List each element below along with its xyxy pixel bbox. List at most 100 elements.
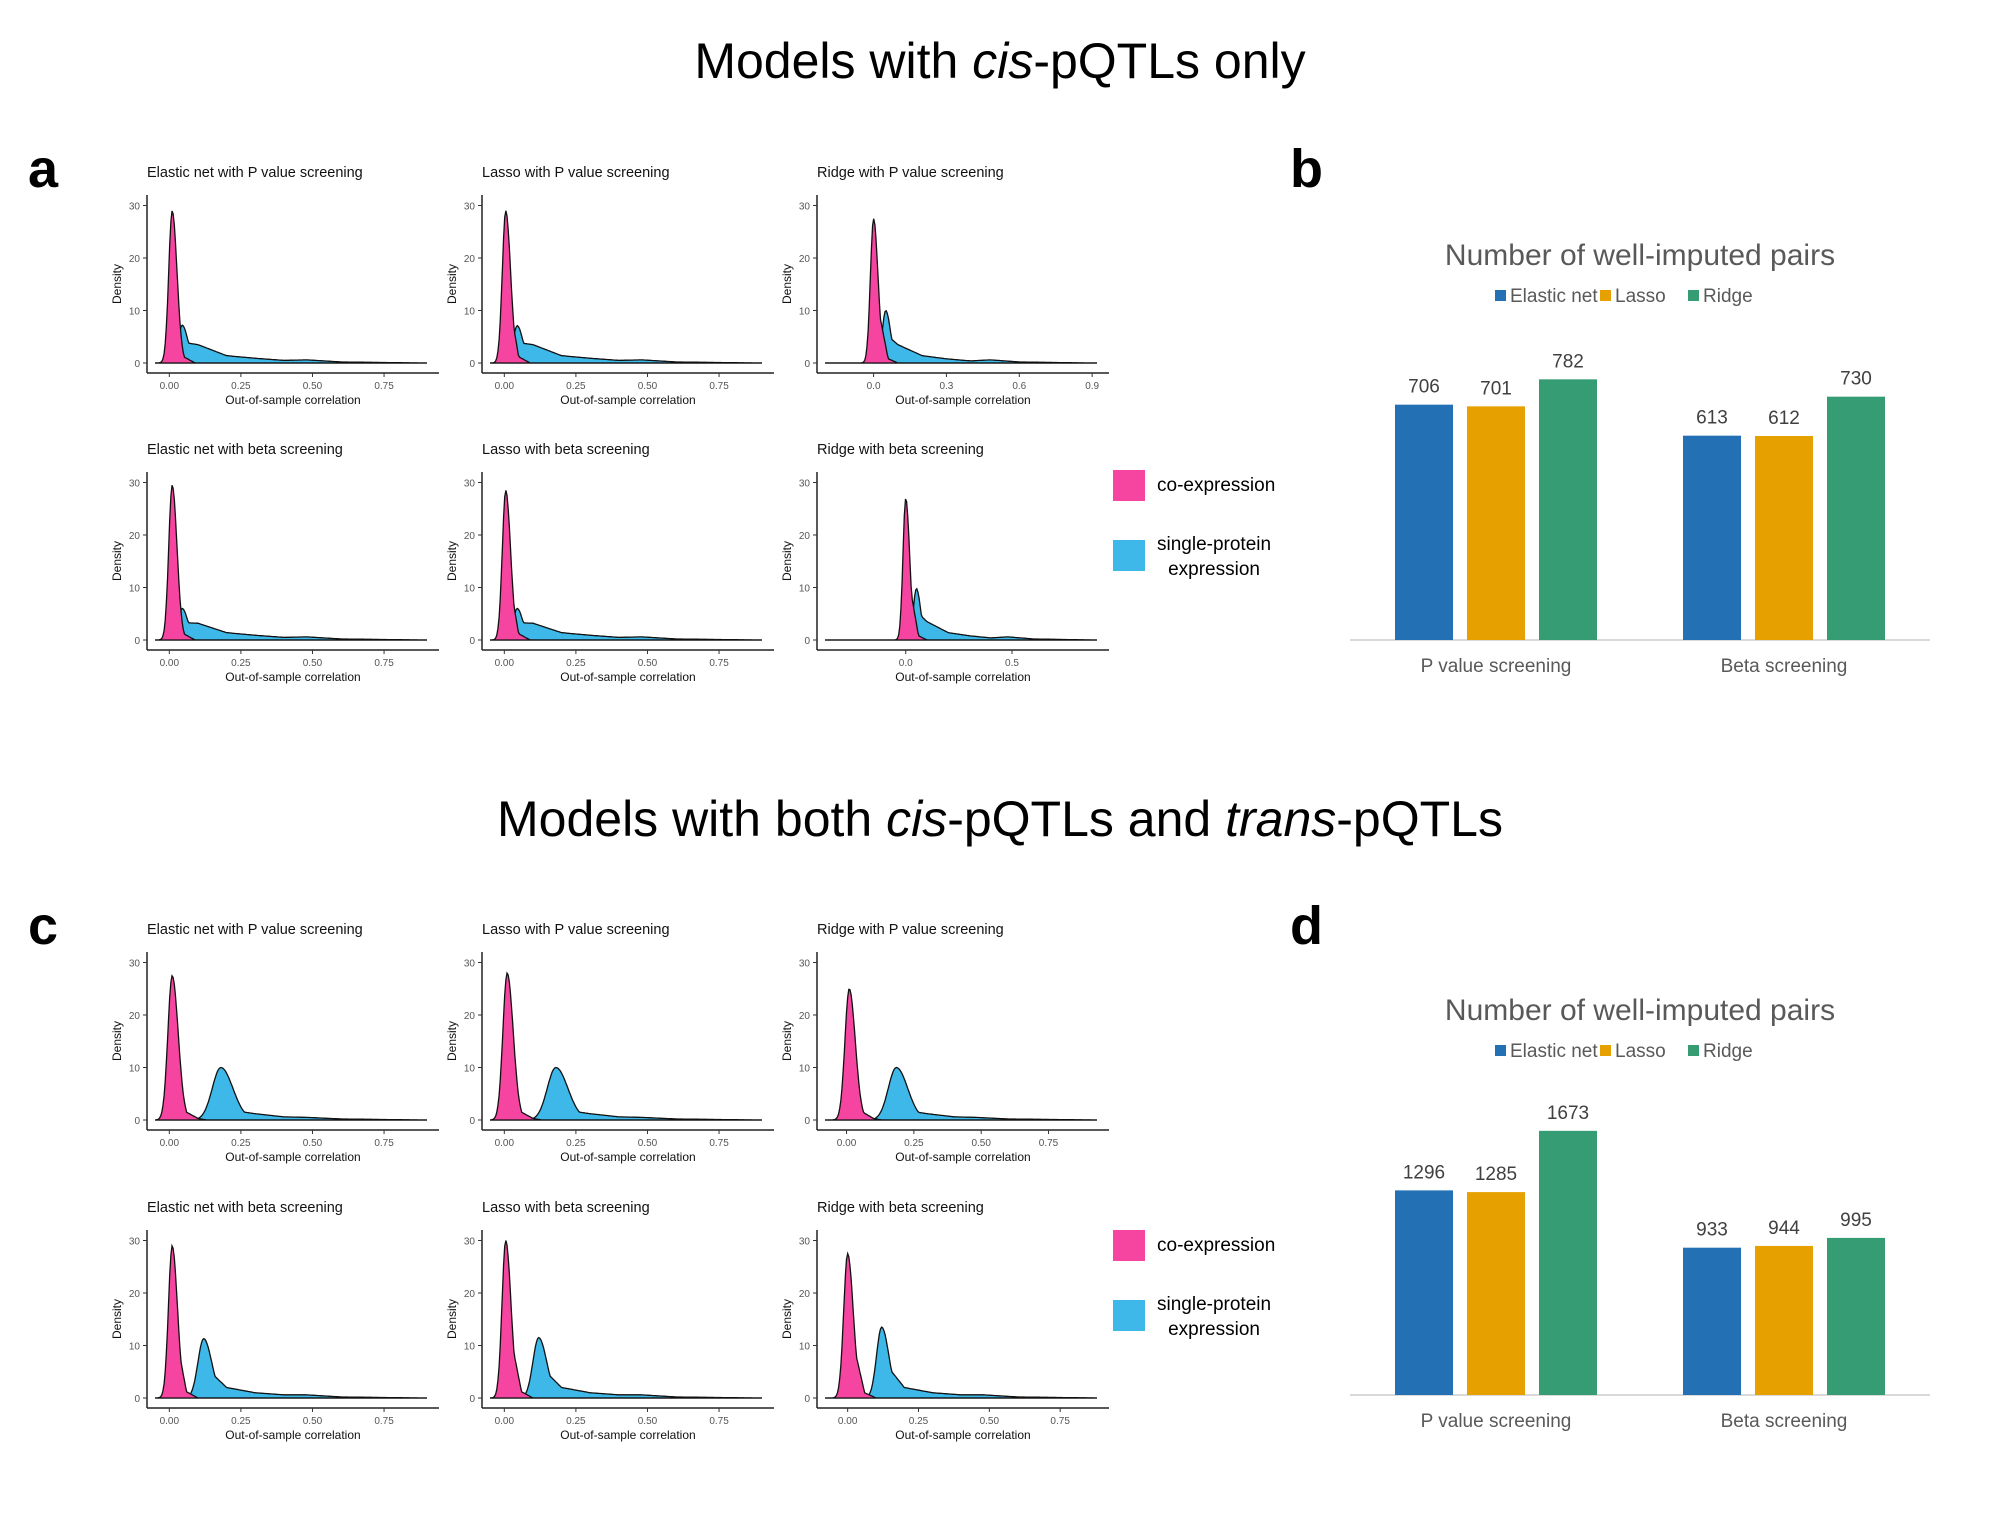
legend-swatch-lasso <box>1600 1045 1611 1056</box>
bar-value-label: 944 <box>1768 1218 1800 1239</box>
legend-label: single-protein expression <box>1157 534 1272 580</box>
y-axis-label: Density <box>445 1021 459 1061</box>
y-axis-label: Density <box>780 1021 794 1061</box>
density-plot-title: Lasso with P value screening <box>482 922 670 938</box>
density-legend-a: co-expression single-protein expression <box>1113 470 1343 590</box>
bar-chart-title: Number of well-imputed pairs <box>1445 994 1835 1027</box>
panel-letter-a: a <box>28 139 59 199</box>
bar-value-label: 730 <box>1840 369 1872 390</box>
x-axis-label: Out-of-sample correlation <box>895 393 1030 407</box>
x-tick-label: 0.75 <box>709 1138 729 1149</box>
x-tick-label: 0.9 <box>1085 381 1099 392</box>
x-tick-label: 0.75 <box>709 381 729 392</box>
legend-label: Ridge <box>1703 286 1753 307</box>
legend-item-coexpression: co-expression <box>1113 1230 1275 1261</box>
density-plot-title: Lasso with beta screening <box>482 1200 650 1216</box>
legend-label: Lasso <box>1615 286 1666 307</box>
bar-chart-d: Number of well-imputed pairs Elastic net L… <box>1350 975 1950 1535</box>
density-plot: Ridge with P value screening 0 10 20 30 0.00 0… <box>777 912 1117 1177</box>
x-tick-label: 0.75 <box>374 1416 394 1427</box>
x-tick-label: 0.3 <box>939 381 953 392</box>
y-tick-label: 20 <box>799 254 811 265</box>
x-tick-label: 0.25 <box>566 1416 586 1427</box>
single-protein-density-area <box>490 324 762 364</box>
single-protein-density-area <box>155 1066 427 1121</box>
coexpression-density-area <box>825 988 1097 1121</box>
y-tick-label: 0 <box>134 1116 140 1127</box>
x-tick-label: 0.50 <box>980 1416 1000 1427</box>
coexpression-swatch <box>1113 470 1145 501</box>
y-tick-label: 30 <box>464 1237 476 1248</box>
x-tick-label: 0.50 <box>638 658 658 669</box>
title-part: trans <box>1225 791 1337 847</box>
density-plot-title: Elastic net with P value screening <box>147 165 363 181</box>
y-tick-label: 0 <box>469 359 475 370</box>
category-label: P value screening <box>1421 1411 1572 1432</box>
legend-item-single-protein: single-protein expression <box>1113 532 1271 582</box>
density-plot-title: Elastic net with beta screening <box>147 442 343 458</box>
x-tick-label: 0.00 <box>160 381 180 392</box>
density-plot-title: Lasso with beta screening <box>482 442 650 458</box>
single-protein-density-area <box>825 1066 1097 1121</box>
density-plot: Lasso with beta screening 0 10 20 30 0.00 0.25… <box>442 432 782 697</box>
y-tick-label: 0 <box>469 1394 475 1405</box>
coexpression-density-area <box>155 485 427 641</box>
single-protein-density-area <box>490 607 762 641</box>
density-plot-title: Lasso with P value screening <box>482 165 670 181</box>
y-axis-label: Density <box>110 1299 124 1339</box>
single-protein-density-area <box>490 1066 762 1121</box>
bar-ridge <box>1827 396 1885 640</box>
bar-value-label: 782 <box>1552 351 1584 372</box>
y-tick-label: 10 <box>129 584 141 595</box>
y-tick-label: 0 <box>134 636 140 647</box>
panel-letter-b: b <box>1290 139 1323 199</box>
legend-label: co-expression <box>1157 475 1276 496</box>
x-axis-label: Out-of-sample correlation <box>895 1150 1030 1164</box>
coexpression-density-area <box>825 498 1097 641</box>
density-plot-title: Ridge with beta screening <box>817 442 984 458</box>
x-tick-label: 0.50 <box>638 1138 658 1149</box>
x-tick-label: 0.50 <box>303 1138 323 1149</box>
legend-label: Elastic net <box>1510 1041 1598 1062</box>
x-tick-label: 0.50 <box>303 1416 323 1427</box>
single-protein-density-area <box>825 1326 1097 1399</box>
y-tick-label: 10 <box>129 1342 141 1353</box>
x-tick-label: 0.6 <box>1012 381 1026 392</box>
x-tick-label: 0.00 <box>160 1138 180 1149</box>
single-protein-density-area <box>825 587 1097 641</box>
x-tick-label: 0.75 <box>1039 1138 1059 1149</box>
y-axis-label: Density <box>780 264 794 304</box>
coexpression-density-area <box>154 974 427 1121</box>
title-part: cis <box>972 33 1034 89</box>
y-tick-label: 20 <box>129 531 141 542</box>
bar-elastic-net <box>1683 435 1741 640</box>
y-tick-label: 20 <box>799 531 811 542</box>
density-plot-svg: Lasso with beta screening 0 10 20 30 0.00 0.25… <box>445 1200 774 1442</box>
single-protein-swatch <box>1113 1300 1145 1331</box>
y-tick-label: 0 <box>134 1394 140 1405</box>
density-plot-svg: Elastic net with P value screening 0 10 20 3… <box>110 922 439 1164</box>
density-plot: Elastic net with beta screening 0 10 20 30 0.… <box>107 432 447 697</box>
density-legend-c: co-expression single-protein expression <box>1113 1230 1343 1350</box>
density-plot-title: Ridge with P value screening <box>817 922 1004 938</box>
x-tick-label: 0.00 <box>838 1416 858 1427</box>
y-tick-label: 10 <box>799 1064 811 1075</box>
x-tick-label: 0.25 <box>566 381 586 392</box>
density-plot: Elastic net with P value screening 0 10 20 3… <box>107 912 447 1177</box>
y-tick-label: 20 <box>799 1289 811 1300</box>
bar-value-label: 706 <box>1408 377 1440 398</box>
x-tick-label: 0.75 <box>374 658 394 669</box>
bar-elastic-net <box>1395 1190 1453 1395</box>
y-tick-label: 20 <box>464 1289 476 1300</box>
y-axis-label: Density <box>780 541 794 581</box>
density-plot: Ridge with beta screening 0 10 20 30 0.0 0.5 Ou… <box>777 432 1117 697</box>
x-tick-label: 0.75 <box>1050 1416 1070 1427</box>
y-tick-label: 30 <box>129 202 141 213</box>
y-tick-label: 20 <box>464 254 476 265</box>
coexpression-density-area <box>825 1251 1097 1399</box>
legend-item-single-protein: single-protein expression <box>1113 1292 1271 1342</box>
y-tick-label: 0 <box>804 1394 810 1405</box>
coexpression-swatch <box>1113 1230 1145 1261</box>
y-tick-label: 10 <box>464 584 476 595</box>
density-plot-title: Ridge with P value screening <box>817 165 1004 181</box>
